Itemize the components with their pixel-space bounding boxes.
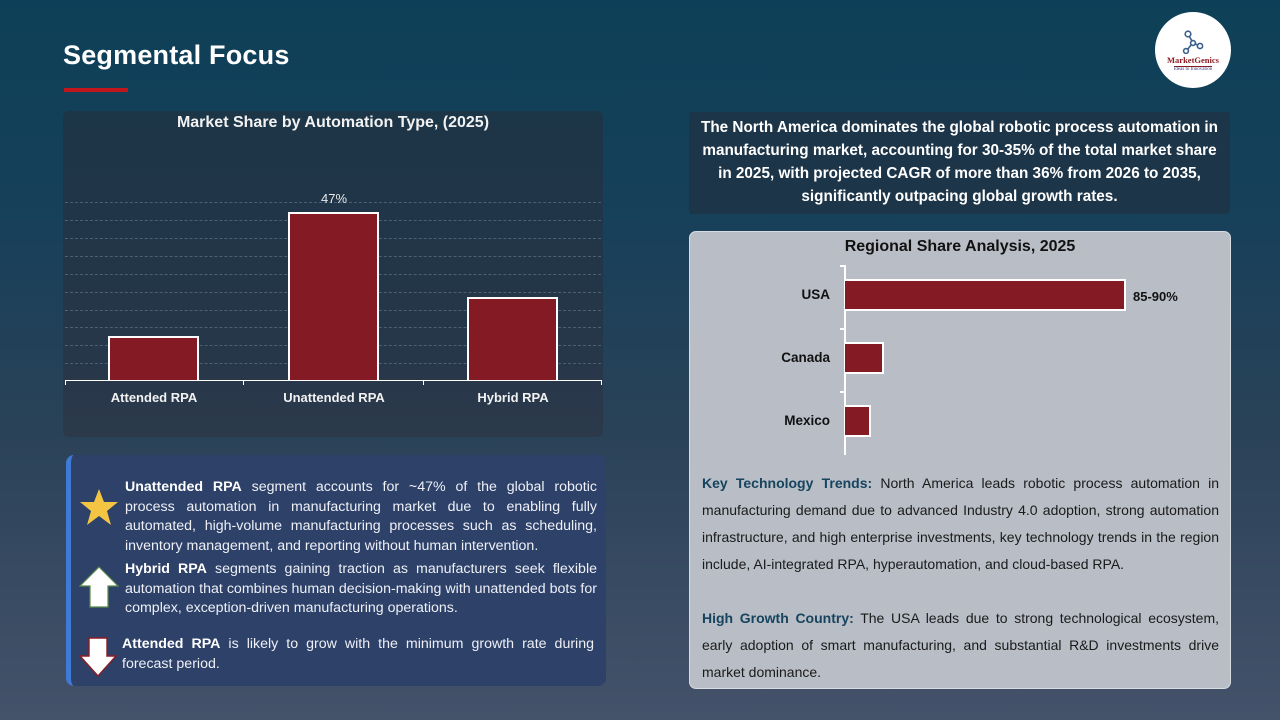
growth-label: High Growth Country: (702, 610, 854, 626)
company-logo: MarketGenics Ideas to Innovation (1155, 12, 1231, 88)
bar-canada (845, 342, 884, 374)
y-axis (844, 265, 846, 455)
gridline (65, 202, 601, 203)
note-text: segment accounts for ~47% of the global … (125, 479, 597, 554)
growth-text: The USA leads due to strong technologica… (702, 610, 1219, 680)
bar-attended-rpa (108, 336, 199, 380)
category-label: Mexico (784, 413, 830, 428)
automation-type-chart: Market Share by Automation Type, (2025) … (63, 111, 603, 437)
axis-tick (65, 380, 66, 385)
note-bold: Unattended RPA (125, 479, 242, 495)
note-attended: Attended RPA is likely to grow with the … (122, 635, 594, 674)
note-bold: Attended RPA (122, 636, 221, 652)
bar-value-label: 47% (320, 191, 348, 206)
chart-title: Regional Share Analysis, 2025 (844, 238, 1076, 255)
key-technology-trends: Key Technology Trends: North America lea… (702, 470, 1219, 578)
category-label: USA (801, 287, 830, 302)
trends-label: Key Technology Trends: (702, 475, 873, 491)
category-label: Hybrid RPA (477, 390, 549, 405)
note-unattended: Unattended RPA segment accounts for ~47%… (125, 478, 597, 556)
axis-tick (243, 380, 244, 385)
star-icon (80, 489, 118, 525)
axis-tick (601, 380, 602, 385)
category-label: Attended RPA (110, 390, 198, 405)
north-america-summary: The North America dominates the global r… (689, 112, 1230, 214)
chart-title: Market Share by Automation Type, (2025) (176, 114, 490, 131)
trends-text: North America leads robotic process auto… (702, 475, 1219, 572)
bar-usa (845, 279, 1126, 311)
page-title: Segmental Focus (63, 40, 290, 70)
logo-brand: MarketGenics (1167, 55, 1219, 65)
summary-text: The North America dominates the global r… (700, 119, 1219, 205)
bar-hybrid-rpa (467, 297, 558, 380)
logo-tagline: Ideas to Innovation (1173, 66, 1213, 72)
high-growth-country: High Growth Country: The USA leads due t… (702, 605, 1219, 686)
x-axis (65, 380, 601, 381)
note-bold: Hybrid RPA (125, 561, 207, 577)
axis-tick (840, 265, 845, 267)
title-underline (64, 88, 128, 92)
axis-tick (423, 380, 424, 385)
segment-notes-panel: Unattended RPA segment accounts for ~47%… (66, 455, 606, 686)
arrow-up-icon (79, 566, 119, 608)
axis-tick (840, 391, 845, 393)
arrow-down-icon (79, 637, 117, 677)
note-text: is likely to grow with the minimum growt… (122, 636, 594, 672)
note-text: segments gaining traction as manufacture… (125, 561, 597, 616)
note-hybrid: Hybrid RPA segments gaining traction as … (125, 560, 597, 619)
bar-unattended-rpa (288, 212, 379, 380)
regional-share-panel: Regional Share Analysis, 2025 USA 85-90%… (689, 231, 1231, 689)
molecule-network-icon (1182, 30, 1204, 54)
axis-tick (840, 328, 845, 330)
category-label: Canada (781, 350, 830, 365)
bar-value-label: 85-90% (1133, 289, 1178, 304)
category-label: Unattended RPA (283, 390, 385, 405)
plot-area: 47% Attended RPA Unattended RPA Hybrid R… (63, 111, 603, 437)
bar-mexico (845, 405, 871, 437)
